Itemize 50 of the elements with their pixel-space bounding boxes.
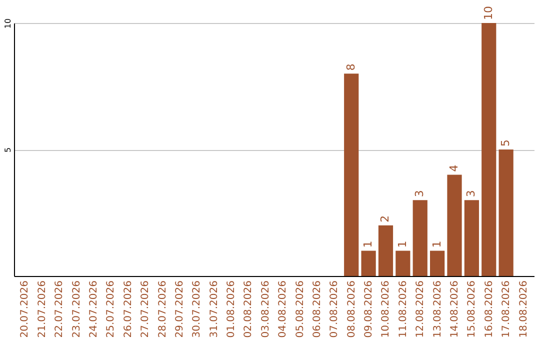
bar bbox=[344, 74, 359, 276]
bar bbox=[430, 250, 445, 276]
x-tick-label: 06.08.2026 bbox=[312, 280, 323, 338]
data-label: 4 bbox=[447, 164, 460, 172]
data-label: 1 bbox=[430, 240, 444, 248]
bar bbox=[498, 150, 514, 276]
x-tick-label: 11.08.2026 bbox=[398, 280, 409, 338]
x-tick-label: 30.07.2026 bbox=[192, 280, 203, 338]
x-tick-label: 28.07.2026 bbox=[157, 280, 168, 338]
bar bbox=[447, 174, 462, 276]
x-tick-label: 22.07.2026 bbox=[54, 280, 66, 338]
data-label: 10 bbox=[482, 6, 495, 20]
data-label: 1 bbox=[396, 240, 409, 248]
x-tick-label: 02.08.2026 bbox=[243, 280, 254, 338]
x-tick-label: 15.08.2026 bbox=[466, 280, 478, 338]
x-tick-label: 04.08.2026 bbox=[278, 280, 289, 338]
x-tick-label: 24.07.2026 bbox=[88, 280, 100, 338]
bar bbox=[396, 250, 410, 276]
data-label: 3 bbox=[413, 190, 426, 198]
x-tick-label: 20.07.2026 bbox=[20, 280, 31, 338]
data-label: 2 bbox=[378, 215, 392, 222]
x-tick-label: 14.08.2026 bbox=[449, 280, 460, 338]
x-tick-label: 05.08.2026 bbox=[294, 280, 306, 338]
x-tick-label: 21.07.2026 bbox=[36, 280, 48, 338]
x-tick-label: 09.08.2026 bbox=[364, 280, 375, 338]
bar bbox=[412, 200, 428, 276]
x-tick-label: 10.08.2026 bbox=[380, 280, 392, 338]
bar bbox=[378, 225, 394, 276]
x-tick-label: 07.08.2026 bbox=[329, 280, 340, 338]
x-tick-label: 25.07.2026 bbox=[106, 280, 117, 338]
data-label: 1 bbox=[362, 240, 375, 248]
x-tick-label: 01.08.2026 bbox=[226, 280, 238, 338]
x-tick-label: 08.08.2026 bbox=[346, 280, 358, 338]
data-label: 3 bbox=[464, 190, 478, 198]
x-tick-label: 29.07.2026 bbox=[174, 280, 186, 338]
data-label: 5 bbox=[499, 140, 512, 146]
x-tick-label: 31.07.2026 bbox=[208, 280, 220, 338]
bar bbox=[361, 250, 376, 276]
x-tick-label: 12.08.2026 bbox=[415, 280, 426, 338]
x-tick-label: 13.08.2026 bbox=[432, 280, 444, 338]
x-tick-label: 16.08.2026 bbox=[484, 280, 495, 338]
x-tick-label: 17.08.2026 bbox=[501, 280, 512, 338]
bar bbox=[464, 200, 479, 276]
x-tick-label: 26.07.2026 bbox=[122, 280, 134, 338]
bar bbox=[482, 23, 496, 276]
x-tick-label: 18.08.2026 bbox=[518, 280, 530, 338]
data-label: 8 bbox=[344, 64, 358, 71]
x-tick-label: 03.08.2026 bbox=[260, 280, 272, 338]
x-tick-label: 23.07.2026 bbox=[71, 280, 82, 338]
x-tick-label: 27.07.2026 bbox=[140, 280, 152, 338]
